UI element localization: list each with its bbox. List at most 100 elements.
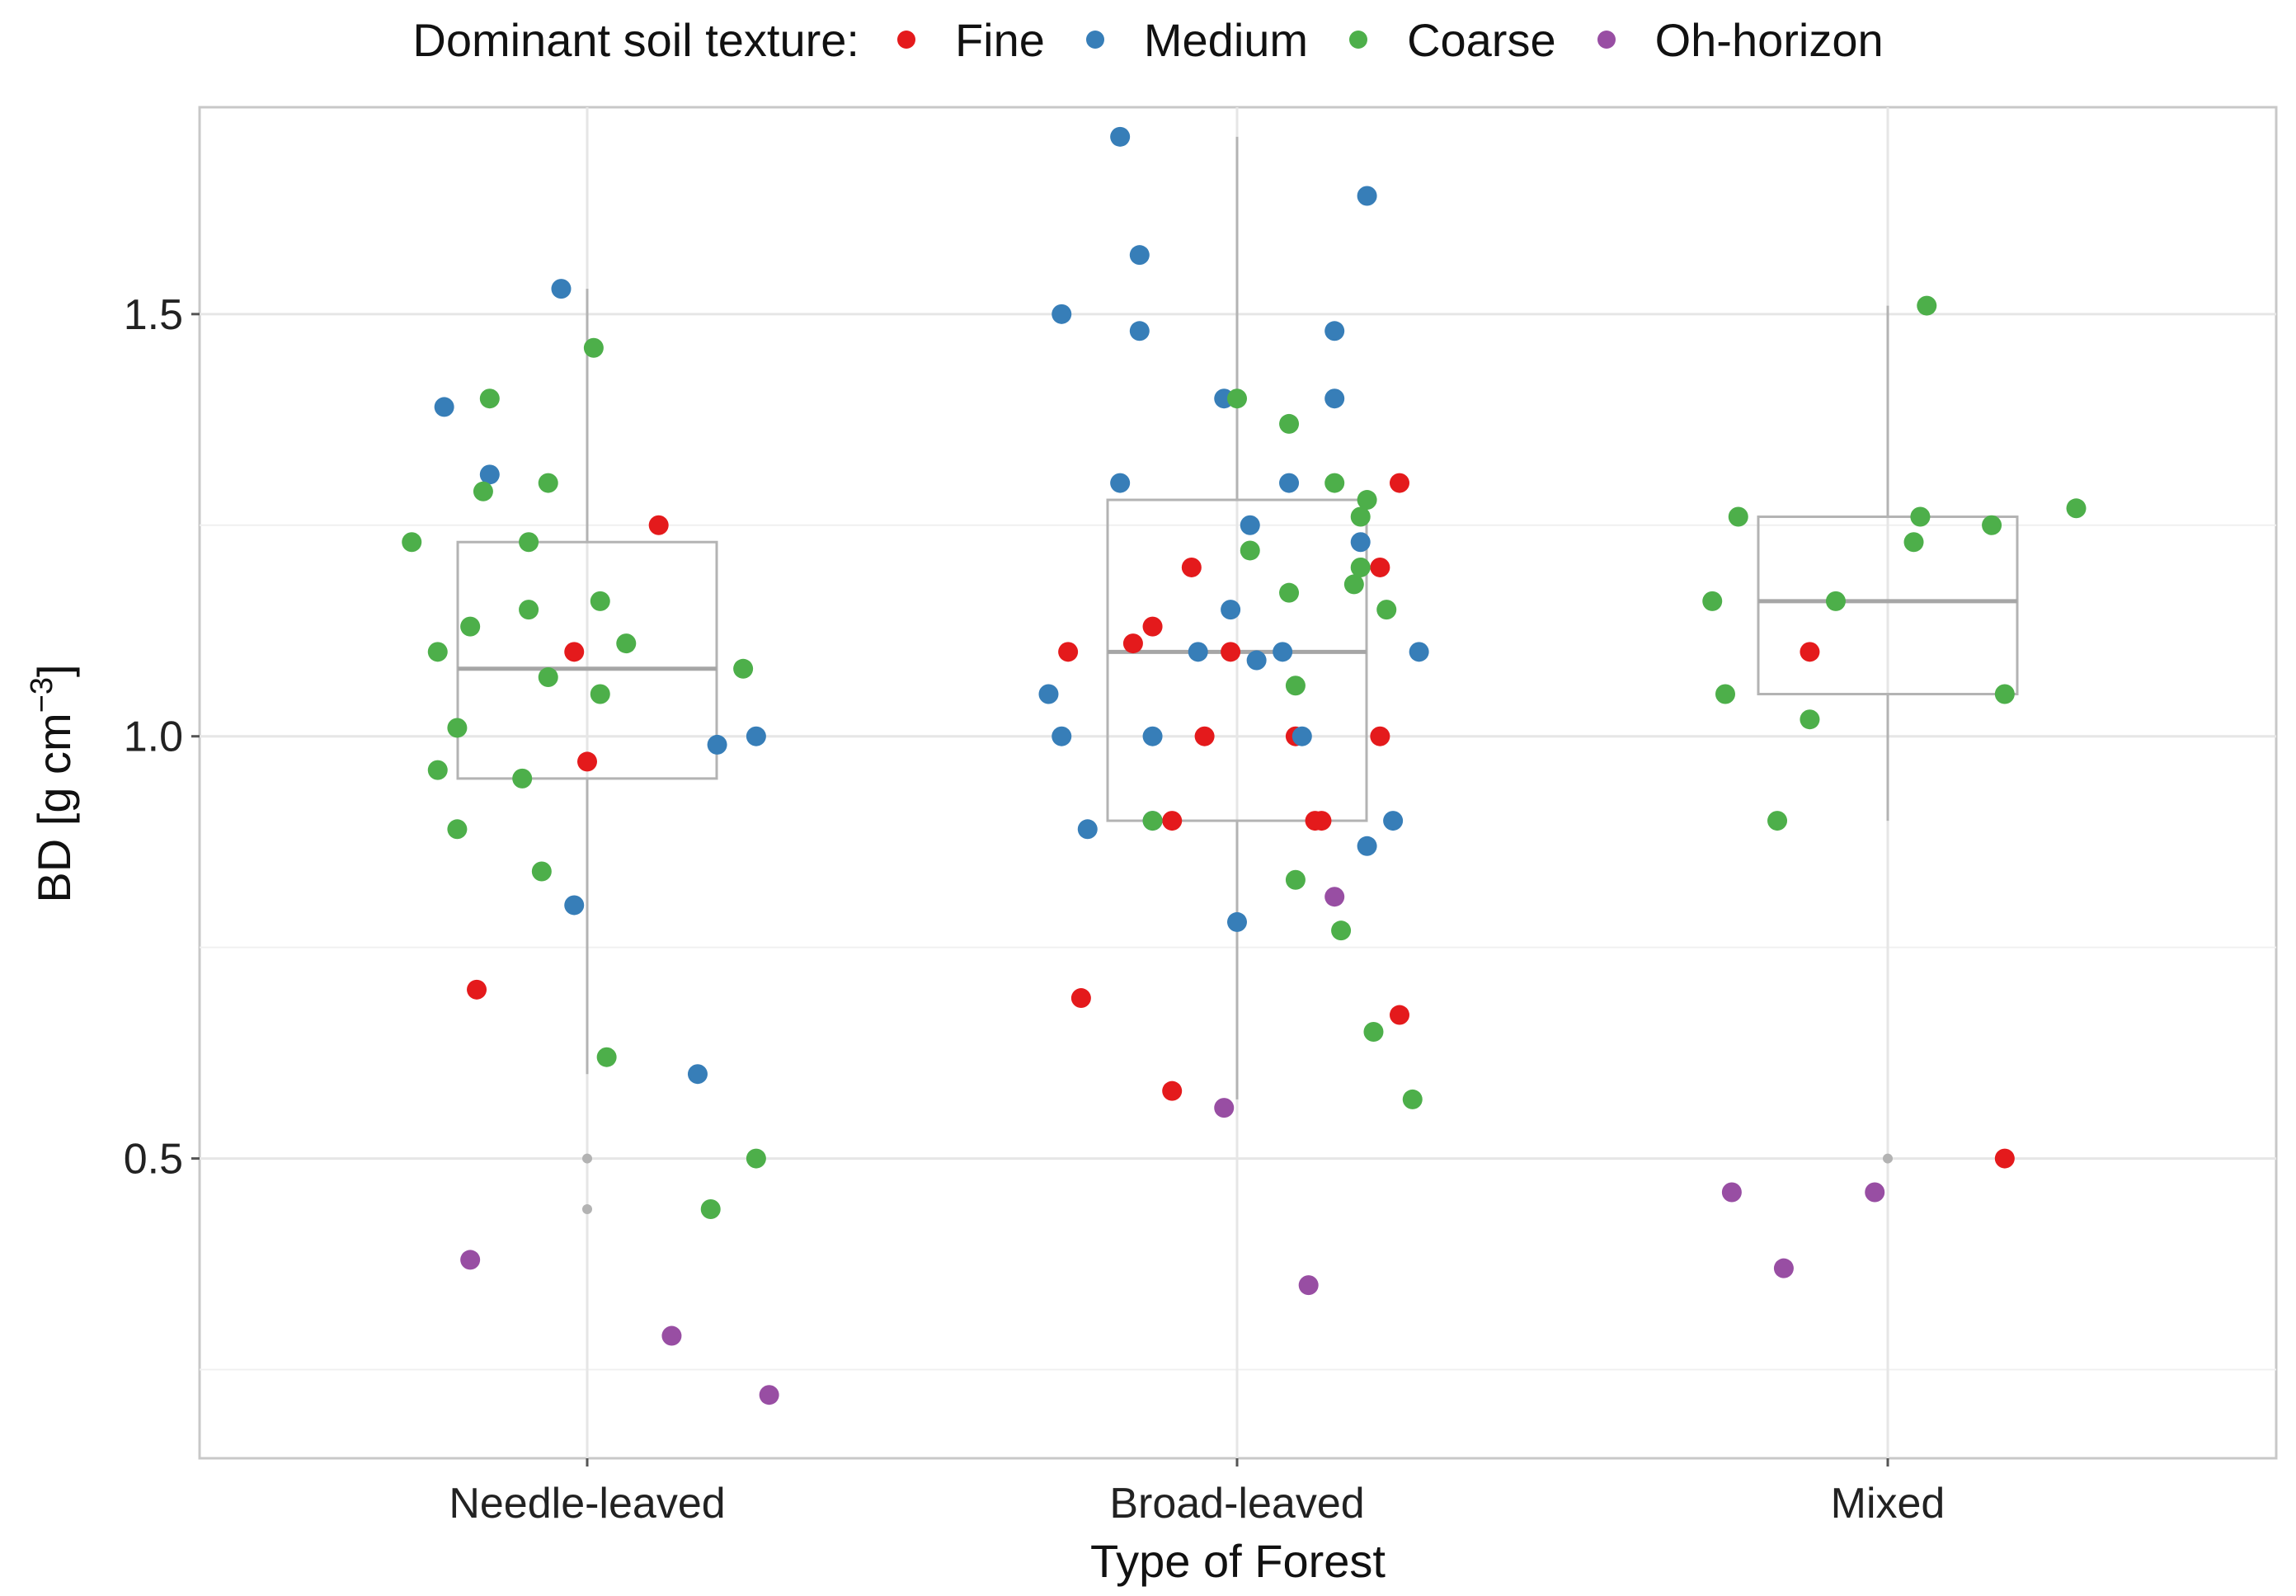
point-coarse-12 [590,684,610,704]
point-medium-28 [1409,642,1429,662]
point-oh-horizon-7 [1865,1182,1885,1203]
box-body-0 [456,540,718,780]
point-medium-8 [1110,126,1131,147]
point-medium-32 [1227,911,1247,932]
legend-item-medium: Medium [1085,13,1309,67]
point-medium-30 [1357,836,1377,856]
point-fine-16 [1311,811,1332,831]
point-coarse-21 [700,1198,721,1219]
point-coarse-29 [1343,574,1364,595]
point-medium-23 [1188,642,1208,662]
point-coarse-26 [1350,506,1371,527]
point-coarse-23 [1279,413,1300,434]
point-coarse-1 [479,388,500,409]
point-medium-3 [707,734,727,755]
point-medium-20 [1052,726,1072,746]
point-coarse-47 [1994,684,2015,704]
point-medium-7 [1052,304,1072,324]
y-axis-title: BD [g cm−3] [25,664,80,902]
point-coarse-41 [1982,515,2002,535]
point-coarse-2 [473,481,493,501]
legend-label-medium: Medium [1143,13,1309,66]
point-coarse-46 [1715,684,1735,704]
point-coarse-48 [1800,709,1820,730]
y-axis-title-exponent: −3 [25,677,59,713]
point-medium-24 [1221,600,1241,620]
box-body-2 [1757,516,2019,696]
legend-label-coarse: Coarse [1407,13,1556,66]
point-coarse-4 [519,532,539,553]
point-oh-horizon-2 [759,1385,779,1405]
point-fine-9 [1194,726,1215,746]
legend-item-coarse: Coarse [1349,13,1556,67]
point-coarse-31 [1376,600,1397,620]
legend-item-oh-horizon: Oh-horizon [1597,13,1884,67]
point-coarse-36 [1363,1022,1384,1043]
point-coarse-6 [427,642,448,662]
point-oh-horizon-6 [1721,1182,1742,1203]
box-body-1 [1106,498,1368,822]
point-medium-1 [479,464,500,485]
point-fine-0 [564,642,585,662]
point-coarse-40 [1910,506,1931,527]
point-coarse-3 [538,473,558,493]
point-coarse-35 [1331,920,1352,941]
legend-item-fine: Fine [896,13,1045,67]
point-fine-1 [648,515,669,535]
point-coarse-28 [1350,557,1371,577]
point-coarse-19 [596,1047,617,1067]
x-axis: Needle-leaved Broad-leaved Mixed [449,1458,1945,1528]
point-coarse-10 [538,667,558,688]
point-coarse-17 [531,861,552,882]
point-medium-18 [1350,532,1371,553]
point-coarse-9 [590,591,610,611]
point-coarse-20 [746,1148,766,1169]
point-fine-14 [1162,811,1183,831]
outlier-0-0 [582,1153,592,1164]
point-oh-horizon-5 [1298,1275,1319,1296]
y-axis-title-main: BD [g cm [28,713,80,902]
point-fine-7 [1181,557,1202,577]
point-coarse-7 [460,616,481,637]
point-medium-21 [1077,819,1098,840]
point-fine-19 [1162,1080,1183,1101]
point-medium-10 [1129,321,1150,341]
point-fine-8 [1221,642,1241,662]
legend-label-oh-horizon: Oh-horizon [1654,13,1884,66]
point-medium-26 [1273,642,1293,662]
outlier-0-1 [582,1203,592,1214]
points-layer [402,126,2087,1405]
point-coarse-24 [1324,473,1345,493]
box-0 [456,289,718,1214]
point-coarse-22 [1227,388,1247,409]
point-medium-2 [551,279,572,299]
outlier-2-0 [1883,1153,1893,1164]
y-tick-label-2: 1.5 [124,291,183,339]
point-coarse-18 [733,658,754,679]
point-medium-9 [1129,245,1150,266]
boxes-layer [456,136,2019,1214]
point-fine-13 [1370,726,1390,746]
x-axis-title: Type of Forest [1090,1535,1386,1587]
point-coarse-45 [1825,591,1846,611]
legend-title: Dominant soil texture: [412,13,859,66]
point-coarse-8 [519,600,539,620]
point-fine-20 [1800,642,1820,662]
legend-dot-coarse [1349,31,1368,49]
point-fine-4 [1058,642,1079,662]
point-fine-2 [577,751,597,772]
point-coarse-49 [1767,811,1788,831]
point-medium-25 [1246,650,1267,671]
point-medium-13 [1240,515,1260,535]
point-oh-horizon-8 [1773,1258,1794,1278]
legend-dot-oh-horizon [1597,31,1616,49]
y-axis: 0.5 1.0 1.5 [124,291,200,1184]
point-fine-17 [1070,988,1091,1009]
box-2 [1757,305,2019,1164]
point-fine-3 [467,979,487,1000]
point-coarse-27 [1240,540,1260,561]
y-tick-label-0: 0.5 [124,1136,183,1184]
x-tick-label-1: Broad-leaved [1109,1480,1364,1528]
y-axis-title-close: ] [28,664,80,677]
